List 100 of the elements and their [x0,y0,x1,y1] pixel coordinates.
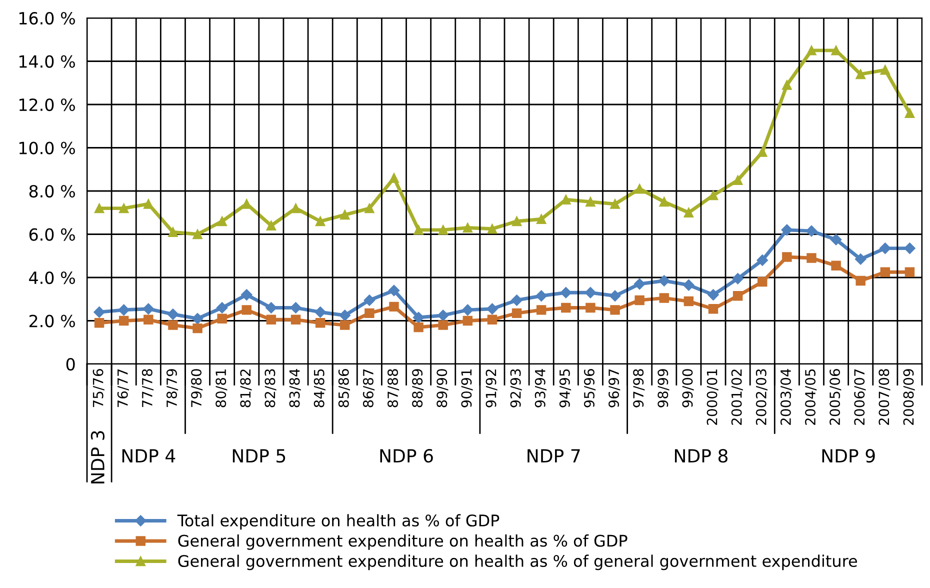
text: NDP 4 [122,449,176,462]
text: NDP 3 [90,431,105,484]
point [756,254,768,266]
point [192,229,202,240]
x-tick-label: 96/97 [608,369,620,408]
point [118,316,129,326]
x-tick-label: 79/80 [191,369,203,408]
point [536,290,547,302]
point [216,302,228,314]
point [856,276,866,286]
point [880,267,890,277]
point [708,304,718,314]
point [758,276,768,287]
point [94,318,104,328]
point [364,308,374,318]
point [340,320,350,330]
point [781,224,793,236]
point [118,304,130,316]
point [290,203,301,214]
point [462,316,473,326]
point [683,279,694,291]
x-tick-label: 2002/03 [756,369,768,425]
x-tick-label: 2007/08 [878,369,890,425]
point [831,260,841,270]
x-tick-label: 2008/09 [903,369,915,425]
point [315,216,326,226]
point [144,199,154,209]
x-tick-label: 99/00 [682,369,694,408]
y-tick-label: 12.0 % [19,98,75,112]
point [389,302,399,312]
point [339,310,350,321]
text: NDP 7 [528,449,580,462]
point [144,314,154,325]
point [315,318,326,328]
point [806,253,816,263]
point [290,314,301,325]
point [511,294,522,306]
point [462,304,474,316]
point [192,323,202,334]
x-tick-label: 82/83 [264,369,276,408]
y-tick-label: 6.0 % [29,228,75,241]
point [659,196,669,207]
point [732,272,744,284]
y-tick-label: 16.0 % [19,12,75,25]
point [659,293,669,303]
point [168,320,178,330]
point [609,290,621,302]
point [266,314,276,325]
point [118,203,129,214]
x-tick-label: 89/90 [436,369,448,408]
point [880,65,890,75]
point [389,173,399,183]
x-tick-label: 2006/07 [854,369,866,425]
text: NDP 8 [674,449,728,463]
x-tick-label: 75/76 [92,369,104,408]
point [512,216,522,226]
point [806,225,818,237]
point [512,308,522,318]
legend-label: General government expenditure on health as % of GDP [178,534,628,550]
text: NDP 9 [822,449,875,463]
point [732,175,743,186]
point [831,46,841,56]
point [217,216,227,226]
point [904,108,915,118]
x-tick-label: 98/99 [658,369,670,408]
point [168,227,178,237]
point [561,302,571,313]
y-tick-label: 8.0 % [29,184,75,198]
point [584,287,596,298]
point [462,222,473,233]
point [438,320,448,330]
x-tick-label: 91/92 [486,370,498,408]
point [684,208,694,218]
point [412,312,424,324]
point [758,147,768,157]
point [854,254,866,265]
point [242,305,252,315]
x-tick-label: 78/79 [166,369,178,408]
x-tick-label: 90/91 [461,369,473,408]
point [610,305,620,315]
point [634,184,644,194]
point [438,225,448,235]
y-tick-label: 10.0 % [19,142,75,154]
x-tick-label: 83/84 [289,368,301,408]
point [94,203,104,214]
point [414,225,424,235]
y-tick-label: 14.0 % [19,55,75,68]
point [782,80,792,90]
point [634,278,646,290]
x-tick-label: 2004/05 [805,369,817,425]
x-tick-label: 92/93 [510,369,522,408]
y-tick-label: 2.0 % [29,314,75,328]
point [486,303,498,314]
point [94,306,105,318]
point [536,305,546,315]
point [340,210,350,220]
x-tick-label: 81/82 [240,370,252,408]
point [586,302,596,313]
point [904,267,915,277]
point [782,252,792,262]
